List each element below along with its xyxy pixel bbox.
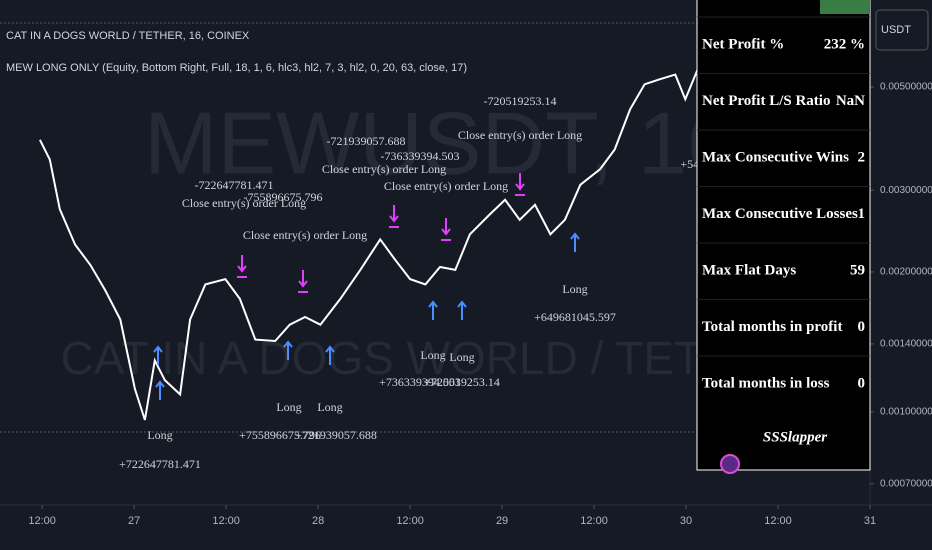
signal-label: Long [420,348,445,362]
table-value: 2 [858,149,866,165]
table-label: Max Flat Days [702,262,796,278]
signal-label: +755896675.796 [239,428,321,442]
signal-label: -722647781.471 [195,178,274,192]
table-label: Net Profit L/S Ratio [702,93,830,109]
x-tick-label: 12:00 [580,515,608,527]
currency-label: USDT [881,24,911,36]
signal-label: -721939057.688 [327,134,406,148]
signal-label: Close entry(s) order Long [243,228,367,242]
entry-arrow [428,300,438,320]
x-tick-label: 28 [312,515,324,527]
signal-label: Long [276,400,301,414]
table-frame [696,0,871,471]
table-value: 0 [858,375,866,391]
signal-label: Long [449,350,474,364]
signal-label: +722647781.471 [119,457,201,471]
table-value: 232 % [824,36,865,52]
signal-label: Long [562,282,587,296]
y-tick-label: 0.00300000 [880,185,932,196]
signal-label: +720519253.14 [424,375,500,389]
table-label: Net Profit % [702,36,784,52]
signal-label: +721939057.688 [295,428,377,442]
table-label: Max Consecutive Losses [702,206,858,222]
table-label: Max Consecutive Wins [702,149,849,165]
entry-arrow [155,380,165,400]
table-cell-highlight [820,0,870,14]
x-tick-label: 12:00 [396,515,424,527]
x-tick-label: 12:00 [28,515,56,527]
table-value: 1 [858,206,866,222]
table-label: Total months in loss [702,375,830,391]
x-tick-label: 29 [496,515,508,527]
signal-label: Long [317,400,342,414]
y-tick-label: 0.00500000 [880,82,932,93]
x-tick-label: 27 [128,515,140,527]
footer-icon [720,454,740,474]
signal-label: Close entry(s) order Long [182,196,306,210]
x-tick-label: 31 [864,515,876,527]
exit-arrow [237,255,247,278]
table-value: 0 [858,319,866,335]
y-tick-label: 0.00100000 [880,406,932,417]
y-tick-label: 0.00070000 [880,478,932,489]
y-tick-label: 0.00140000 [880,339,932,350]
plot [39,48,874,509]
table-value: 59 [850,262,865,278]
entry-arrow [283,340,293,360]
entry-arrow [570,232,580,252]
exit-arrow [441,218,451,241]
currency-button[interactable] [875,9,929,51]
stats-table: Net Profit % 232 % Net Profit L/S Ratio NaN… [696,0,871,474]
watermark-ticker: MEWUSDT, 16 [144,93,736,192]
watermark-name: CAT IN A DOGS WORLD / TETHER [61,332,800,384]
entry-arrow [325,345,335,365]
signal-label: -720519253.14 [484,94,557,108]
table-value: NaN [836,93,865,109]
symbol-title: CAT IN A DOGS WORLD / TETHER, 16, COINEX [6,30,250,42]
signal-label: Close entry(s) order Long [384,179,508,193]
signal-label: +649681045.597 [534,310,616,324]
table-footer: SSSlapper [763,429,827,445]
x-tick-label: 30 [680,515,692,527]
y-tick-label: 0.00200000 [880,267,932,278]
signal-label: Close entry(s) order Long [322,162,446,176]
x-tick-label: 12:00 [764,515,792,527]
signal-label: -755896675.796 [244,190,323,204]
exit-arrow [515,173,525,196]
indicator-title: MEW LONG ONLY (Equity, Bottom Right, Ful… [6,62,467,74]
signal-label: -736339394.503 [381,149,460,163]
exit-arrow [389,205,399,228]
entry-arrow [457,300,467,320]
signal-label: +736339394.503 [379,375,461,389]
price-line [39,48,716,421]
table-label: Total months in profit [702,319,842,335]
exit-arrow [298,270,308,293]
x-tick-label: 12:00 [212,515,240,527]
signal-label: Long [147,428,172,442]
signal-label: Close entry(s) order Long [458,128,582,142]
entry-arrow [153,345,163,365]
